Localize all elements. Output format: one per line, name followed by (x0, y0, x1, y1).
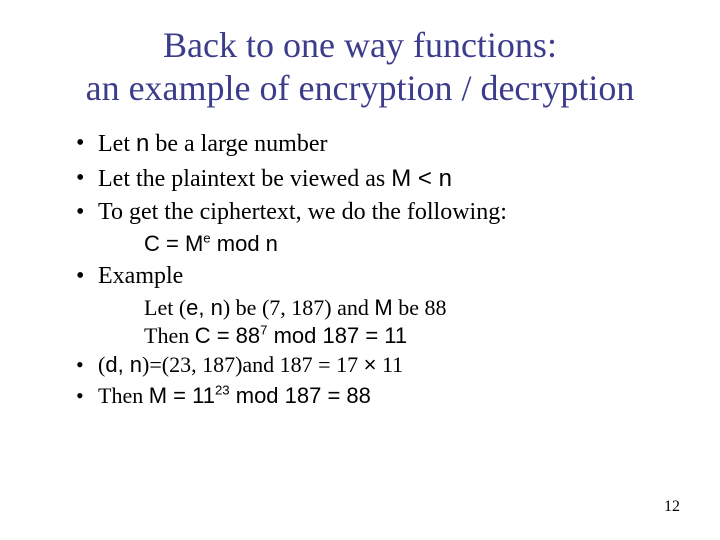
bullet-1: Let n be a large number (76, 128, 680, 160)
bullet-2: Let the plaintext be viewed as M < n (76, 163, 680, 195)
bullet-3: To get the ciphertext, we do the followi… (76, 197, 680, 228)
title-line-1: Back to one way functions: (163, 25, 557, 65)
bullet-2-pre: Let the plaintext be viewed as (98, 166, 391, 192)
b6-pre: Then (98, 383, 149, 408)
ex2-post: mod 187 = 11 (267, 323, 407, 348)
bullet-5: (d, n)=(23, 187)and 187 = 17 × 11 (76, 351, 680, 380)
b6-m: M = 11 (149, 383, 215, 408)
b5-post: 11 (376, 352, 403, 377)
example-line-2: Then C = 887 mod 187 = 11 (76, 322, 680, 351)
bullet-6: Then M = 1123 mod 187 = 88 (76, 382, 680, 411)
slide: Back to one way functions: an example of… (0, 0, 720, 540)
bullet-list: Let n be a large number Let the plaintex… (40, 128, 680, 228)
bullet-1-post: be a large number (149, 131, 327, 157)
slide-title: Back to one way functions: an example of… (40, 24, 680, 110)
bullet-4: Example (76, 261, 680, 292)
example-line-1: Let (e, n) be (7, 187) and M be 88 (76, 294, 680, 323)
formula-c-post: mod n (211, 231, 278, 256)
bullet-list-3: (d, n)=(23, 187)and 187 = 17 × 11 Then M… (40, 351, 680, 410)
bullet-3-text: To get the ciphertext, we do the followi… (98, 199, 507, 225)
b5-dn: d, n (105, 352, 142, 377)
title-line-2: an example of encryption / decryption (86, 68, 635, 108)
formula-c-exp: e (203, 231, 210, 246)
page-number: 12 (664, 498, 680, 516)
cipher-formula: C = Me mod n (76, 230, 680, 259)
b6-post: mod 187 = 88 (230, 383, 371, 408)
b6-exp: 23 (215, 382, 230, 397)
bullet-2-code: M < n (391, 165, 452, 192)
ex2-pre: Then (144, 323, 195, 348)
ex1-mid: ) be (7, 187) and (223, 295, 375, 320)
ex2-c: C = 88 (195, 323, 260, 348)
ex1-en: e, n (186, 295, 223, 320)
ex1-pre: Let ( (144, 295, 186, 320)
bullet-1-pre: Let (98, 131, 136, 157)
ex1-M: M (374, 295, 392, 320)
formula-c-base: C = M (144, 231, 203, 256)
b5-mid: )=(23, 187)and 187 = 17 (142, 352, 364, 377)
bullet-4-text: Example (98, 263, 183, 289)
b5-mult: × (364, 352, 377, 377)
bullet-list-2: Example (40, 261, 680, 292)
ex1-post: be 88 (393, 295, 447, 320)
bullet-1-n: n (136, 130, 149, 157)
